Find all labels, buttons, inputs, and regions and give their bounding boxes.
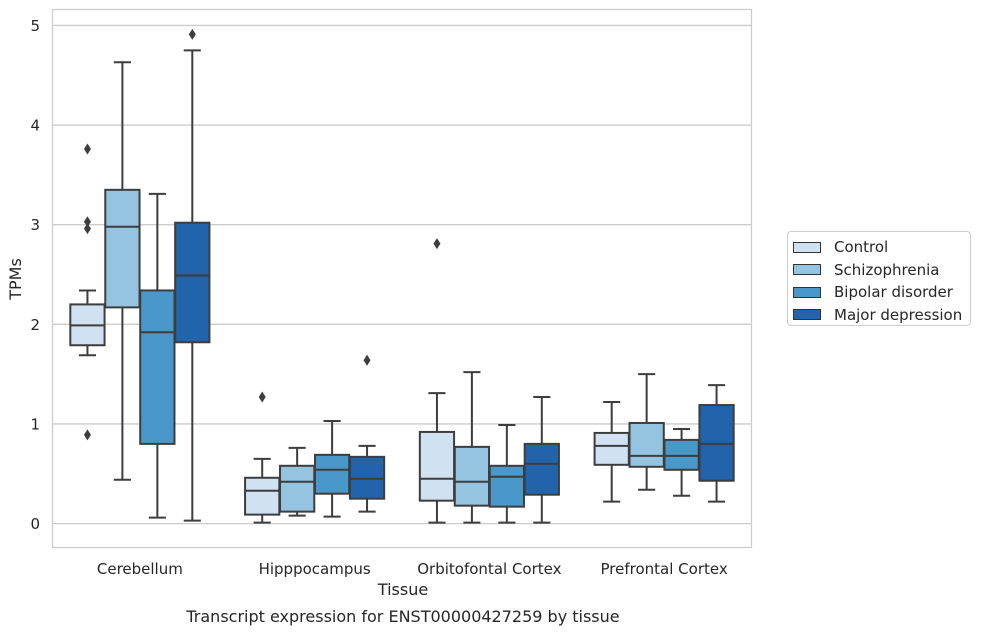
legend-item-bipolar-disorder: Bipolar disorder (793, 281, 970, 304)
box-plot (523, 396, 560, 524)
box-plot (279, 446, 316, 517)
x-axis-title: Tissue (377, 580, 428, 599)
x-tick-labels: Cerebellum Hipppocampus Orbitofontal Corte… (97, 560, 728, 578)
box-iqr (139, 289, 176, 445)
outlier-point (83, 143, 91, 155)
box-plot (593, 401, 630, 503)
legend-swatch (793, 286, 821, 298)
y-tick-labels: 0 1 2 3 4 5 (30, 17, 40, 533)
box-iqr (174, 221, 211, 344)
box-iqr (418, 430, 456, 502)
box-plot (69, 143, 106, 441)
y-tick-label: 2 (30, 316, 40, 334)
box-plot (348, 354, 386, 513)
legend-label: Control (834, 238, 889, 257)
outlier-point (83, 429, 91, 441)
legend-label: Bipolar disorder (834, 283, 953, 302)
box-plot (488, 423, 525, 524)
x-tick-label: Hipppocampus (259, 560, 371, 578)
y-tick-label: 5 (30, 17, 40, 35)
box-iqr (313, 453, 351, 495)
plot-frame (51, 8, 753, 549)
box-plot (313, 419, 351, 518)
y-tick-label: 3 (30, 216, 40, 234)
legend-swatch (793, 309, 821, 321)
legend-item-control: Control (793, 236, 970, 259)
box-iqr (593, 431, 630, 466)
box-plot (628, 373, 665, 491)
box-plot (244, 391, 281, 524)
box-iqr (628, 421, 665, 468)
legend-label: Schizophrenia (834, 260, 940, 279)
x-tick-label: Prefrontal Cortex (601, 560, 728, 578)
x-tick-label: Orbitofontal Cortex (417, 560, 561, 578)
legend-item-schizophrenia: Schizophrenia (793, 259, 970, 282)
box-plot (453, 371, 491, 524)
box-iqr (279, 464, 316, 513)
box-plot (418, 238, 456, 524)
y-axis-title: TPMs (6, 258, 25, 301)
box-plots (69, 28, 735, 524)
outlier-point (188, 28, 196, 40)
box-iqr (453, 445, 491, 507)
legend-swatch (793, 241, 821, 253)
outlier-point (363, 354, 371, 366)
box-plot (663, 427, 700, 497)
chart-title: Transcript expression for ENST0000042725… (185, 607, 619, 626)
box-plot (698, 384, 735, 503)
legend-label: Major depression (834, 305, 963, 324)
outlier-point (258, 391, 266, 403)
y-tick-label: 1 (30, 415, 40, 433)
x-tick-label: Cerebellum (97, 560, 183, 578)
legend: Control Schizophrenia Bipolar disorder M… (787, 231, 971, 326)
legend-item-major-depression: Major depression (793, 304, 970, 327)
box-plot (139, 192, 176, 519)
y-tick-label: 4 (30, 117, 40, 135)
outlier-point (83, 216, 91, 228)
y-tick-label: 0 (30, 515, 40, 533)
legend-swatch (793, 264, 821, 276)
box-iqr (523, 442, 560, 496)
box-iqr (488, 464, 525, 508)
box-plot (174, 28, 211, 522)
box-iqr (244, 476, 281, 516)
outlier-point (83, 223, 91, 235)
outlier-point (433, 238, 441, 250)
box-plot (104, 61, 141, 481)
box-iqr (104, 188, 141, 309)
